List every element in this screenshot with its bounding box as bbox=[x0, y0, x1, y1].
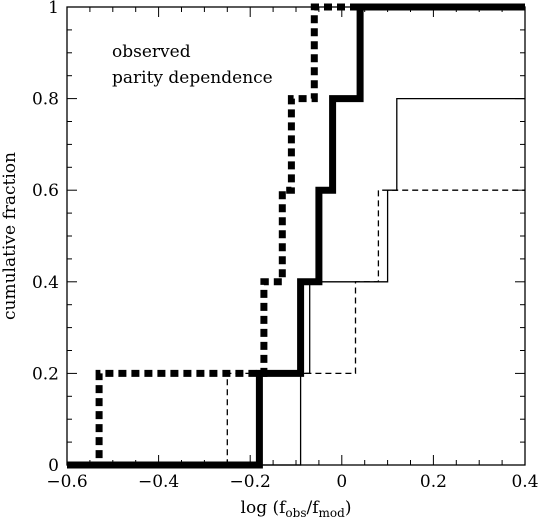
y-tick-label: 0 bbox=[48, 456, 59, 476]
x-tick-label: −0.4 bbox=[138, 472, 179, 492]
x-axis-label-slash: /f bbox=[307, 498, 321, 518]
x-axis-label-prefix: log (f bbox=[241, 498, 288, 518]
ticks-layer: −0.6 −0.4 −0.2 0 0.2 0.4 0 0.2 0.4 0.6 0.8 1 bbox=[32, 0, 539, 492]
annotation-observed: observed bbox=[112, 42, 191, 62]
x-tick-label: 0.4 bbox=[511, 472, 538, 492]
y-tick-label: 1 bbox=[48, 0, 59, 18]
annotation-parity-dependence: parity dependence bbox=[112, 68, 273, 88]
series-thin-dashed bbox=[67, 189, 525, 466]
series-thin-solid bbox=[67, 97, 525, 466]
x-axis-label: log (fobs/fmod) bbox=[241, 498, 352, 520]
y-axis-label: cumulative fraction bbox=[0, 152, 20, 320]
y-tick-label: 0.2 bbox=[32, 364, 59, 384]
x-axis-label-suffix: ) bbox=[345, 498, 352, 518]
x-tick-label: −0.6 bbox=[46, 472, 87, 492]
y-tick-label: 0.6 bbox=[32, 181, 59, 201]
x-tick-label: −0.2 bbox=[230, 472, 271, 492]
x-axis-label-sub-obs: obs bbox=[285, 506, 306, 520]
y-tick-label: 0.8 bbox=[32, 90, 59, 110]
x-tick-label: 0 bbox=[336, 472, 347, 492]
x-axis-label-sub-mod: mod bbox=[319, 506, 346, 520]
x-tick-label: 0.2 bbox=[420, 472, 447, 492]
y-tick-label: 0.4 bbox=[32, 273, 59, 293]
